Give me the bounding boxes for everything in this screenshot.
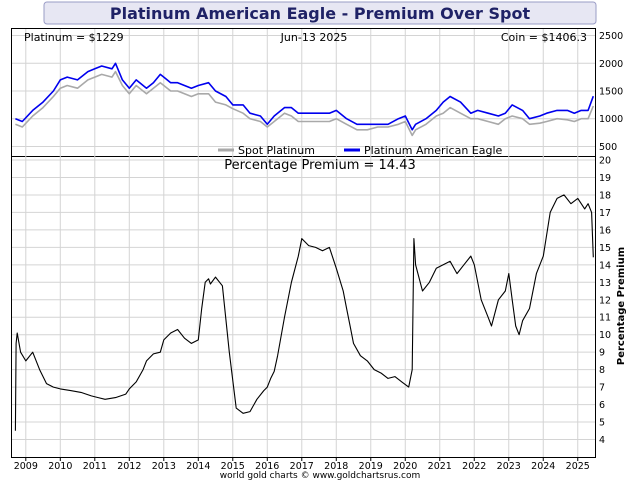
bottom-y-tick-label: 19 — [599, 173, 611, 184]
bottom-y-tick-label: 13 — [599, 278, 611, 289]
legend: Spot Platinum Platinum American Eagle — [218, 144, 503, 157]
date-label: Jun-13 2025 — [280, 31, 348, 44]
x-tick-label: 2023 — [497, 461, 521, 472]
x-tick-label: 2010 — [48, 461, 72, 472]
coin-price-label: Coin = $1406.3 — [501, 31, 587, 44]
x-tick-label: 2021 — [428, 461, 452, 472]
bottom-y-tick-label: 11 — [599, 313, 611, 324]
x-tick-label: 2015 — [221, 461, 245, 472]
x-tick-label: 2018 — [324, 461, 348, 472]
ticks-group: 2009 2010 2011 2012 2013 2014 2015 2016 2017 2018… — [14, 31, 623, 472]
bottom-y-tick-label: 5 — [599, 418, 605, 429]
legend-label-eagle: Platinum American Eagle — [364, 144, 503, 157]
x-tick-label: 2025 — [566, 461, 590, 472]
bottom-y-tick-label: 20 — [599, 156, 611, 167]
x-tick-label: 2009 — [14, 461, 38, 472]
x-tick-label: 2019 — [359, 461, 383, 472]
bottom-y-tick-label: 4 — [599, 435, 605, 446]
chart-title: Platinum American Eagle - Premium Over S… — [110, 4, 531, 23]
top-y-tick-label: 500 — [599, 142, 617, 153]
x-tick-label: 2013 — [152, 461, 176, 472]
bottom-y-tick-label: 16 — [599, 225, 611, 236]
x-tick-label: 2024 — [531, 461, 555, 472]
bottom-y-tick-label: 9 — [599, 348, 605, 359]
x-tick-label: 2020 — [393, 461, 417, 472]
premium-subtitle: Percentage Premium = 14.43 — [224, 158, 415, 173]
plot-frame — [11, 28, 596, 458]
x-tick-label: 2022 — [462, 461, 486, 472]
bottom-y-tick-label: 12 — [599, 295, 611, 306]
grid — [12, 29, 595, 457]
spot-platinum-line — [15, 70, 595, 137]
top-y-tick-label: 1500 — [599, 87, 623, 98]
bottom-y-tick-label: 15 — [599, 243, 611, 254]
top-y-tick-label: 2500 — [599, 31, 623, 42]
top-y-tick-label: 2000 — [599, 59, 623, 70]
top-y-tick-label: 1000 — [599, 114, 623, 125]
x-tick-label: 2011 — [83, 461, 107, 472]
bottom-y-tick-label: 17 — [599, 208, 611, 219]
american-eagle-line — [15, 62, 595, 131]
x-tick-label: 2012 — [117, 461, 141, 472]
series-group — [14, 62, 595, 431]
bottom-y-tick-label: 10 — [599, 330, 611, 341]
legend-label-spot: Spot Platinum — [238, 144, 315, 157]
bottom-y-tick-label: 14 — [599, 260, 611, 271]
premium-line — [14, 194, 594, 431]
y-axis-label: Percentage Premium — [616, 247, 627, 365]
x-tick-label: 2016 — [255, 461, 279, 472]
x-tick-label: 2014 — [186, 461, 210, 472]
credit-text: world gold charts © www.goldchartsrus.co… — [220, 471, 421, 481]
title-box — [43, 1, 597, 25]
bottom-y-tick-label: 6 — [599, 400, 605, 411]
bottom-y-tick-label: 18 — [599, 190, 611, 201]
spot-price-label: Platinum = $1229 — [24, 31, 124, 44]
bottom-y-tick-label: 7 — [599, 383, 605, 394]
bottom-y-tick-label: 8 — [599, 365, 605, 376]
x-tick-label: 2017 — [290, 461, 314, 472]
